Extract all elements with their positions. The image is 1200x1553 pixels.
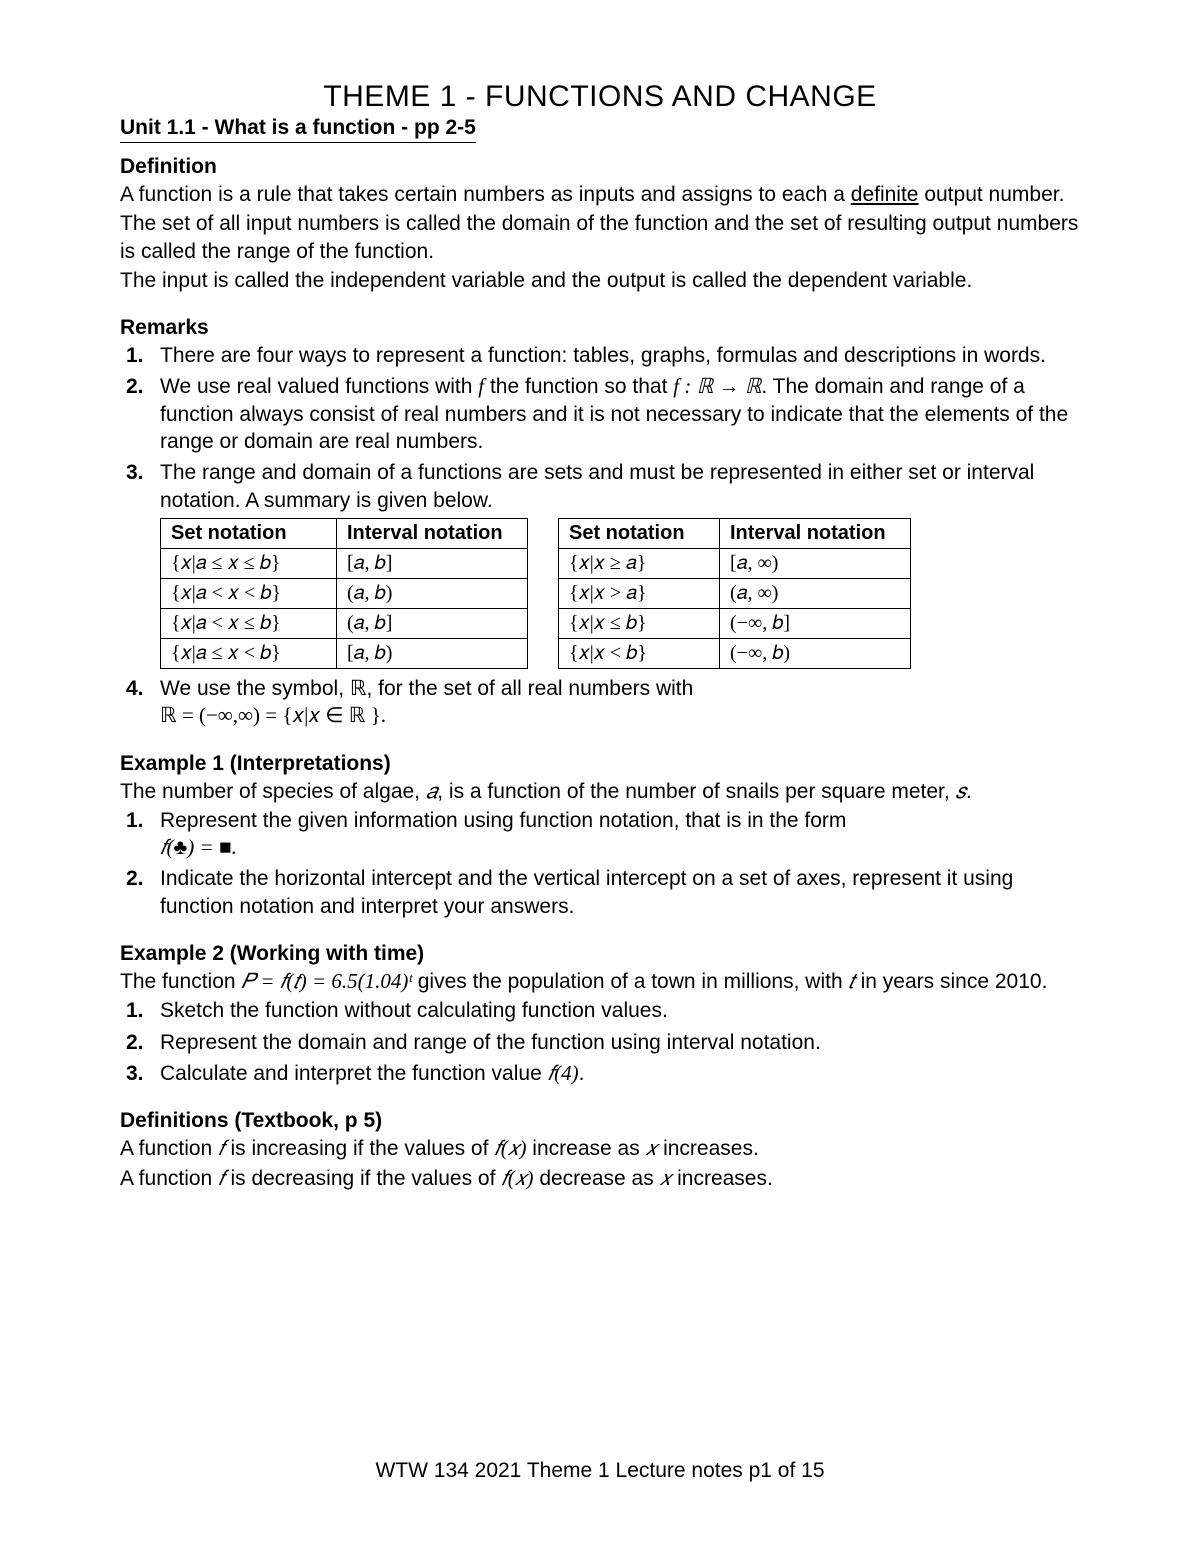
- remark-text: There are four ways to represent a funct…: [160, 342, 1080, 369]
- remark-text: We use real valued functions with f the …: [160, 373, 1080, 455]
- table-row: {𝑥|𝑎 < 𝑥 ≤ 𝑏}(𝑎, 𝑏]: [161, 608, 528, 638]
- item-text: Represent the domain and range of the fu…: [160, 1029, 1080, 1056]
- example2-intro: The function 𝑃 = 𝑓(𝑡) = 6.5(1.04)ᵗ gives…: [120, 968, 1080, 995]
- table-cell: (−∞, 𝑏]: [720, 608, 911, 638]
- table-row: {𝑥|𝑥 ≥ 𝑎}[𝑎, ∞): [559, 548, 911, 578]
- page-footer: WTW 134 2021 Theme 1 Lecture notes p1 of…: [0, 1459, 1200, 1483]
- remark-num: 3.: [120, 459, 160, 514]
- list-item: 1. Represent the given information using…: [120, 807, 1080, 862]
- example1-intro: The number of species of algae, 𝑎, is a …: [120, 778, 1080, 805]
- table-cell: {𝑥|𝑎 ≤ 𝑥 < 𝑏}: [161, 638, 337, 668]
- remark-text: We use the symbol, ℝ, for the set of all…: [160, 675, 1080, 730]
- definitions2-p1: A function 𝑓 is increasing if the values…: [120, 1135, 1080, 1162]
- remark-item: 2. We use real valued functions with f t…: [120, 373, 1080, 455]
- table-header-row: Set notation Interval notation: [559, 518, 911, 548]
- list-item: 3. Calculate and interpret the function …: [120, 1060, 1080, 1087]
- table-header-row: Set notation Interval notation: [161, 518, 528, 548]
- remarks-list-cont: 4. We use the symbol, ℝ, for the set of …: [120, 675, 1080, 730]
- remarks-list: 1. There are four ways to represent a fu…: [120, 342, 1080, 514]
- table-cell: {𝑥|𝑥 ≤ 𝑏}: [559, 608, 720, 638]
- table-cell: (𝑎, ∞): [720, 578, 911, 608]
- table-header: Interval notation: [337, 518, 528, 548]
- definitions2-heading: Definitions (Textbook, p 5): [120, 1109, 1080, 1133]
- table-row: {𝑥|𝑎 ≤ 𝑥 ≤ 𝑏}[𝑎, 𝑏]: [161, 548, 528, 578]
- list-item: 2. Indicate the horizontal intercept and…: [120, 865, 1080, 920]
- table-header: Set notation: [559, 518, 720, 548]
- table-cell: {𝑥|𝑎 < 𝑥 ≤ 𝑏}: [161, 608, 337, 638]
- list-item: 1. Sketch the function without calculati…: [120, 997, 1080, 1024]
- table-cell: [𝑎, 𝑏]: [337, 548, 528, 578]
- text: output number.: [918, 183, 1064, 206]
- remark-item: 3. The range and domain of a functions a…: [120, 459, 1080, 514]
- theme-title: THEME 1 - FUNCTIONS AND CHANGE: [120, 80, 1080, 114]
- item-num: 3.: [120, 1060, 160, 1087]
- example1-heading: Example 1 (Interpretations): [120, 752, 1080, 776]
- table-cell: (−∞, 𝑏): [720, 638, 911, 668]
- remark-num: 2.: [120, 373, 160, 455]
- remarks-heading: Remarks: [120, 316, 1080, 340]
- definitions2-p2: A function 𝑓 is decreasing if the values…: [120, 1165, 1080, 1192]
- notation-tables: Set notation Interval notation {𝑥|𝑎 ≤ 𝑥 …: [160, 518, 1080, 669]
- unit-heading: Unit 1.1 - What is a function - pp 2-5: [120, 116, 476, 143]
- definition-p1: A function is a rule that takes certain …: [120, 181, 1080, 208]
- remark-num: 1.: [120, 342, 160, 369]
- item-num: 1.: [120, 997, 160, 1024]
- definition-heading: Definition: [120, 155, 1080, 179]
- table-row: {𝑥|𝑎 < 𝑥 < 𝑏}(𝑎, 𝑏): [161, 578, 528, 608]
- remark-item: 1. There are four ways to represent a fu…: [120, 342, 1080, 369]
- table-cell: {𝑥|𝑎 ≤ 𝑥 ≤ 𝑏}: [161, 548, 337, 578]
- definition-p3: The input is called the independent vari…: [120, 267, 1080, 294]
- table-row: {𝑥|𝑎 ≤ 𝑥 < 𝑏}[𝑎, 𝑏): [161, 638, 528, 668]
- table-cell: {𝑥|𝑎 < 𝑥 < 𝑏}: [161, 578, 337, 608]
- item-text: Calculate and interpret the function val…: [160, 1060, 1080, 1087]
- notation-table-2: Set notation Interval notation {𝑥|𝑥 ≥ 𝑎}…: [558, 518, 911, 669]
- table-row: {𝑥|𝑥 ≤ 𝑏}(−∞, 𝑏]: [559, 608, 911, 638]
- table-header: Set notation: [161, 518, 337, 548]
- remark-item: 4. We use the symbol, ℝ, for the set of …: [120, 675, 1080, 730]
- item-text: Represent the given information using fu…: [160, 807, 1080, 862]
- table-row: {𝑥|𝑥 < 𝑏}(−∞, 𝑏): [559, 638, 911, 668]
- example1-list: 1. Represent the given information using…: [120, 807, 1080, 920]
- page: THEME 1 - FUNCTIONS AND CHANGE Unit 1.1 …: [0, 0, 1200, 1553]
- text-underlined: definite: [851, 183, 919, 206]
- item-num: 2.: [120, 865, 160, 920]
- table-cell: {𝑥|𝑥 ≥ 𝑎}: [559, 548, 720, 578]
- definition-p2: The set of all input numbers is called t…: [120, 210, 1080, 265]
- notation-table-1: Set notation Interval notation {𝑥|𝑎 ≤ 𝑥 …: [160, 518, 528, 669]
- remark-num: 4.: [120, 675, 160, 730]
- example2-heading: Example 2 (Working with time): [120, 942, 1080, 966]
- table-cell: (𝑎, 𝑏]: [337, 608, 528, 638]
- table-cell: {𝑥|𝑥 < 𝑏}: [559, 638, 720, 668]
- table-cell: {𝑥|𝑥 > 𝑎}: [559, 578, 720, 608]
- table-cell: (𝑎, 𝑏): [337, 578, 528, 608]
- list-item: 2. Represent the domain and range of the…: [120, 1029, 1080, 1056]
- item-num: 2.: [120, 1029, 160, 1056]
- table-cell: [𝑎, 𝑏): [337, 638, 528, 668]
- remark-text: The range and domain of a functions are …: [160, 459, 1080, 514]
- text: A function is a rule that takes certain …: [120, 183, 851, 206]
- item-num: 1.: [120, 807, 160, 862]
- table-cell: [𝑎, ∞): [720, 548, 911, 578]
- table-header: Interval notation: [720, 518, 911, 548]
- item-text: Indicate the horizontal intercept and th…: [160, 865, 1080, 920]
- table-row: {𝑥|𝑥 > 𝑎}(𝑎, ∞): [559, 578, 911, 608]
- example2-list: 1. Sketch the function without calculati…: [120, 997, 1080, 1087]
- item-text: Sketch the function without calculating …: [160, 997, 1080, 1024]
